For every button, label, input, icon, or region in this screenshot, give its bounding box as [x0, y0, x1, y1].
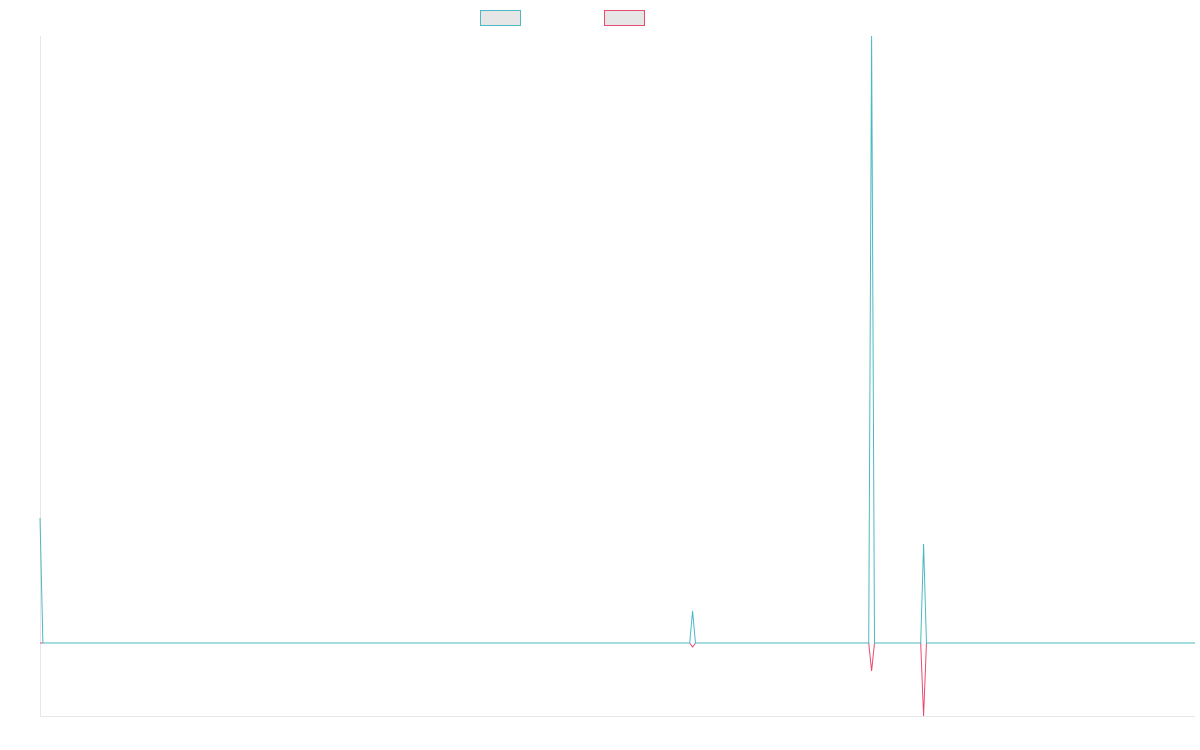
legend-swatch-1[interactable]	[480, 10, 521, 26]
series-line-1	[39, 35, 1195, 644]
series-line-2	[40, 642, 1195, 717]
legend	[480, 10, 645, 26]
series-layer	[39, 35, 1195, 717]
legend-swatch-2[interactable]	[604, 10, 645, 26]
axes	[40, 36, 1195, 717]
